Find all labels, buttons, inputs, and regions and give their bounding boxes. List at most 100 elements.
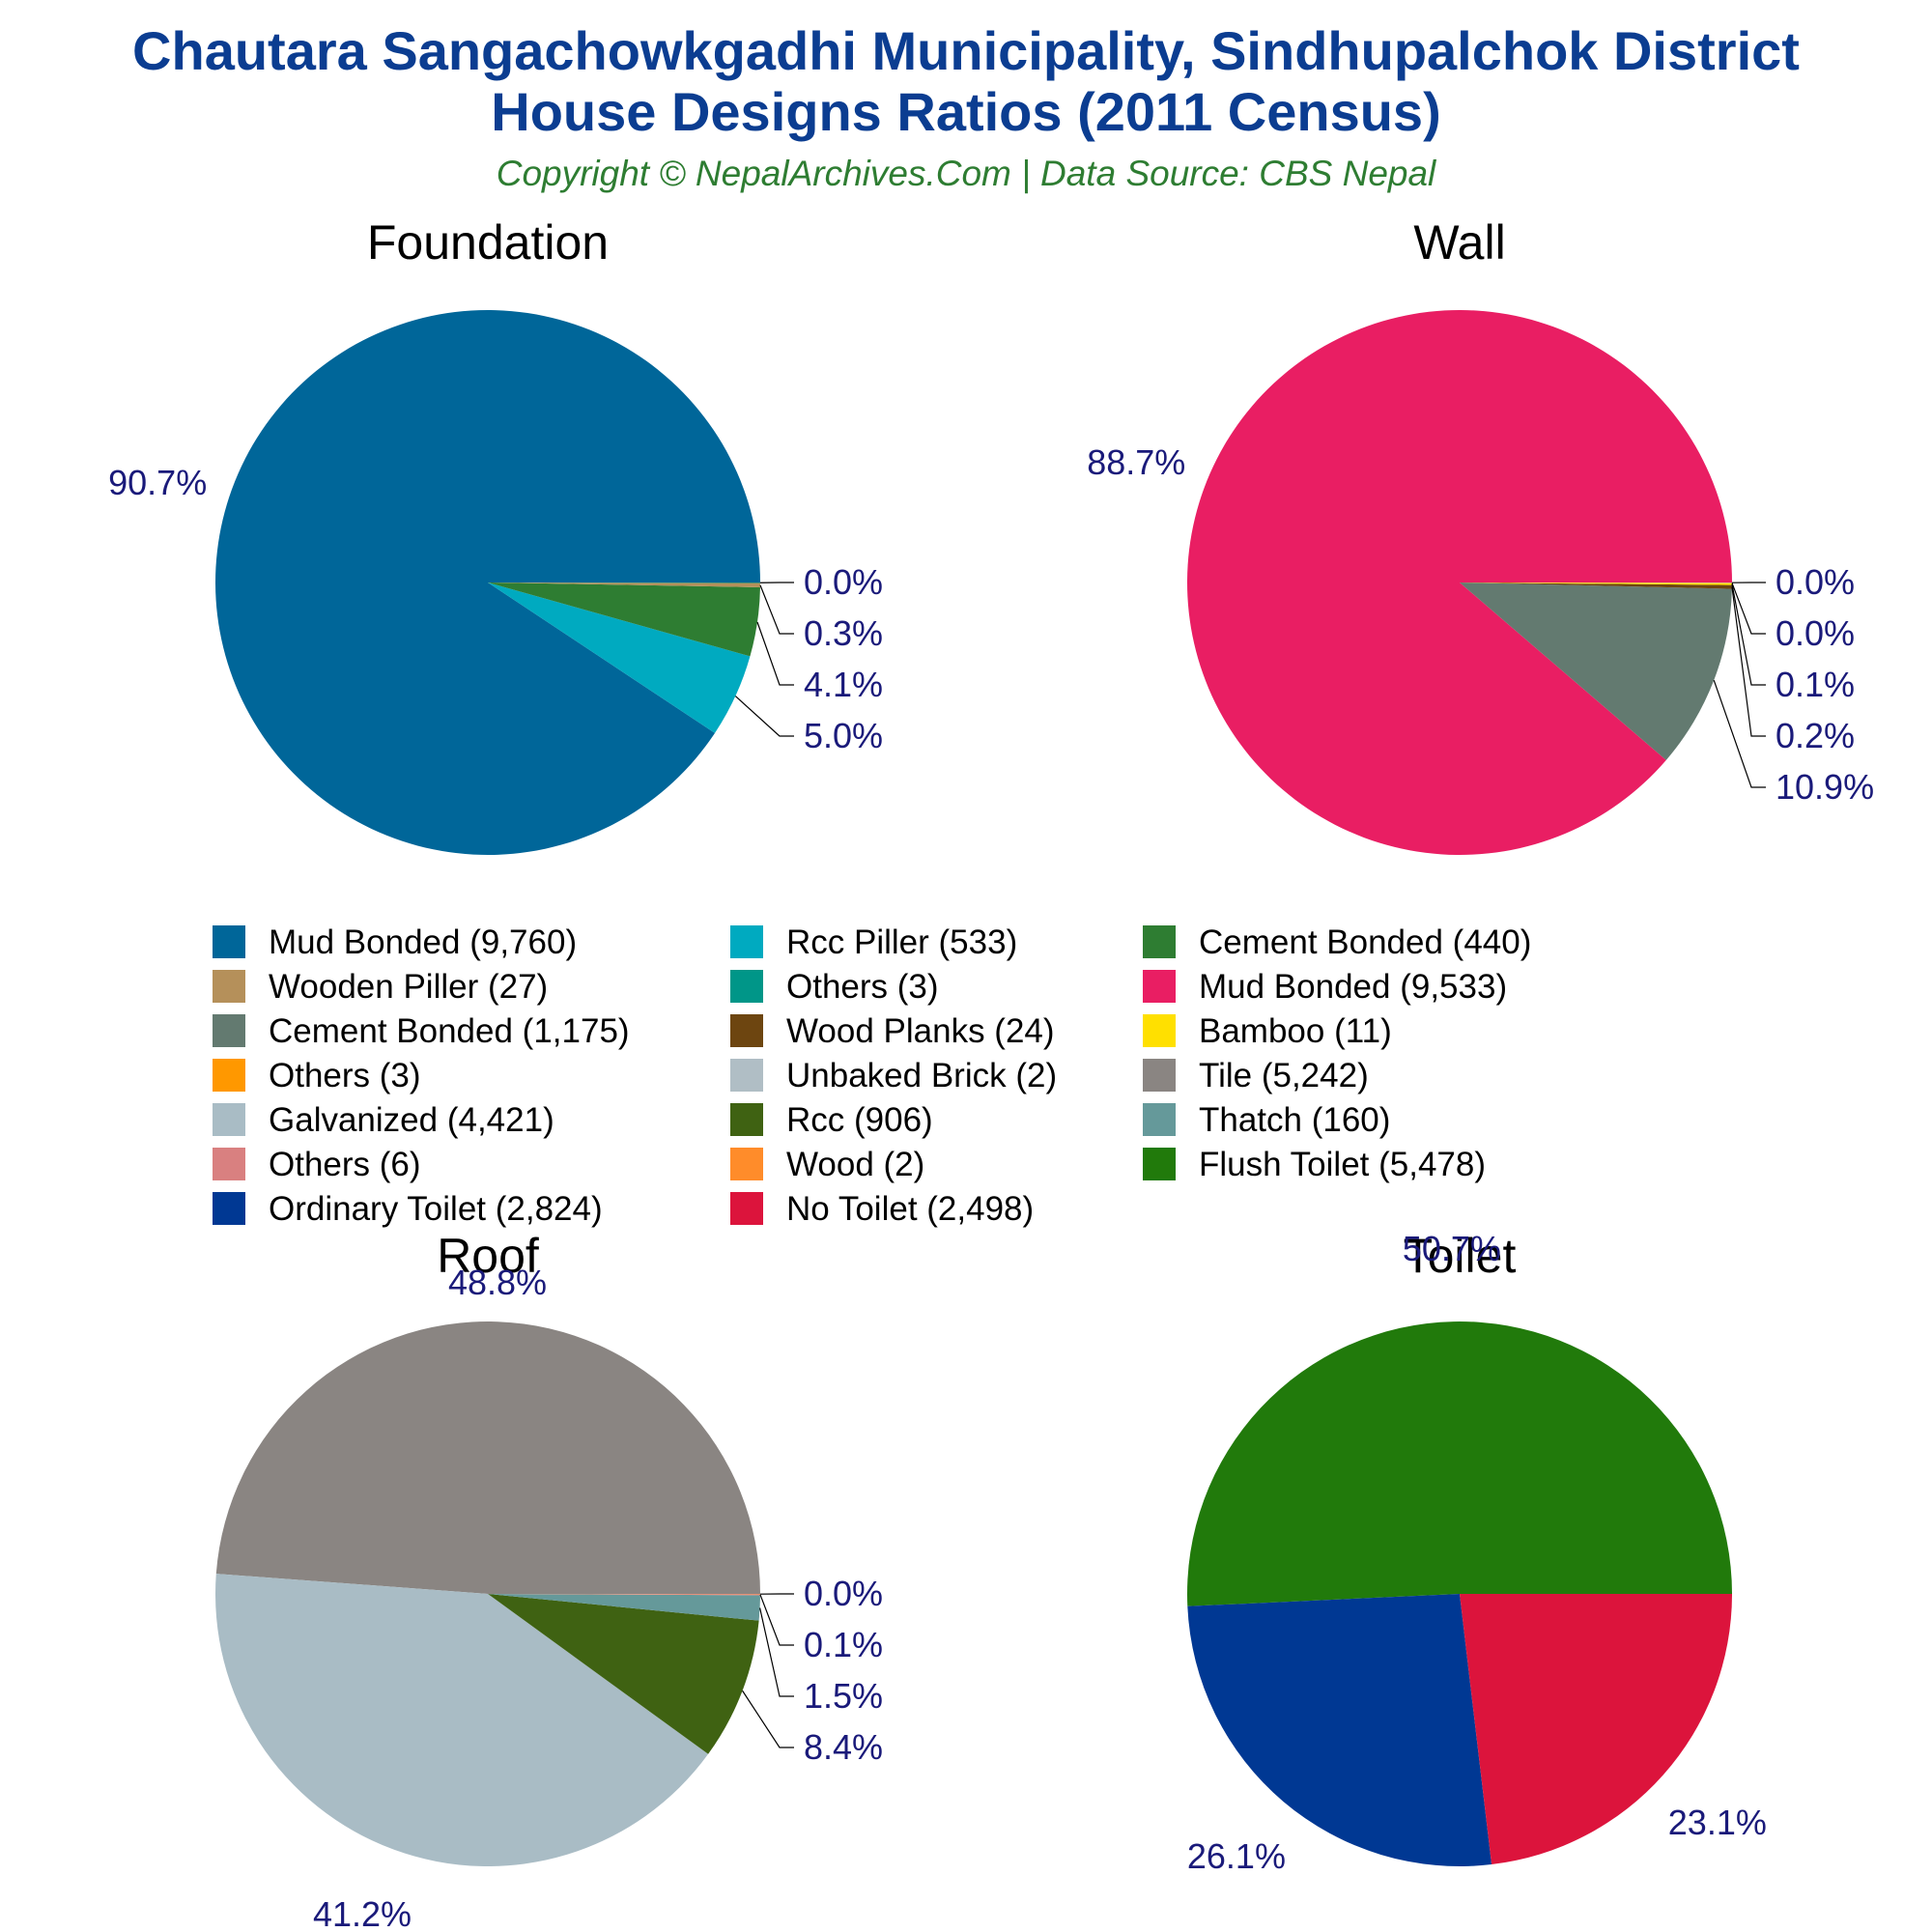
legend-item: Tile (5,242) (1143, 1057, 1369, 1094)
legend-label: Wood Planks (24) (786, 1012, 1055, 1050)
legend-swatch (1143, 1148, 1176, 1180)
pie-pct-label: 0.0% (804, 562, 883, 602)
legend-label: Cement Bonded (440) (1199, 923, 1531, 961)
legend-label: Others (3) (786, 968, 939, 1006)
legend-swatch (213, 925, 245, 958)
pie-pct-label: 5.0% (804, 716, 883, 755)
pie-title: Wall (1413, 215, 1505, 270)
pie-pct-label: 0.0% (804, 1574, 883, 1613)
pie-slice-thatch (488, 1594, 760, 1621)
legend-item: Cement Bonded (440) (1143, 923, 1531, 961)
pie-pct-label: 23.1% (1668, 1803, 1767, 1842)
legend-item: Bamboo (11) (1143, 1012, 1392, 1050)
legend-swatch (213, 970, 245, 1003)
pie-pct-label: 48.8% (448, 1263, 547, 1302)
legend-item: Galvanized (4,421) (213, 1101, 554, 1139)
pie-pct-label: 0.0% (1776, 613, 1855, 653)
pie-pct-label: 10.9% (1776, 767, 1874, 807)
legend-item: Mud Bonded (9,760) (213, 923, 577, 961)
pie-slice-rcc (488, 1594, 759, 1754)
pie-pct-label: 41.2% (313, 1894, 412, 1932)
pie-slice-flush-toilet (1187, 1321, 1732, 1606)
legend-swatch (1143, 970, 1176, 1003)
legend-swatch (1143, 1059, 1176, 1092)
legend-label: Tile (5,242) (1199, 1057, 1369, 1094)
pie-slice-no-toilet (1460, 1594, 1732, 1865)
pie-slice-ordinary-toilet (1187, 1594, 1492, 1867)
legend-swatch (213, 1103, 245, 1136)
legend-item: Unbaked Brick (2) (730, 1057, 1057, 1094)
pie-pct-label: 1.5% (804, 1676, 883, 1716)
legend-item: Wood Planks (24) (730, 1012, 1055, 1050)
legend-item: Wooden Piller (27) (213, 968, 548, 1006)
legend-item: Rcc (906) (730, 1101, 933, 1139)
legend-item: Others (3) (730, 968, 939, 1006)
legend: Mud Bonded (9,760) Wooden Piller (27) Ceme… (213, 923, 1531, 1228)
legend-swatch (213, 1059, 245, 1092)
pie-slice-others (1460, 582, 1732, 583)
legend-label: Rcc Piller (533) (786, 923, 1017, 961)
legend-label: Wood (2) (786, 1146, 924, 1183)
legend-swatch (730, 1059, 763, 1092)
legend-item: Flush Toilet (5,478) (1143, 1146, 1486, 1183)
legend-swatch (730, 970, 763, 1003)
legend-label: Unbaked Brick (2) (786, 1057, 1057, 1094)
pie-slice-rcc-piller (488, 582, 751, 733)
legend-swatch (1143, 1103, 1176, 1136)
pie-pct-label: 88.7% (1087, 442, 1185, 482)
pie-slice-wood-planks (1460, 582, 1732, 589)
pie-pct-label: 0.1% (804, 1625, 883, 1664)
pie-pct-label: 0.0% (1776, 562, 1855, 602)
legend-item: Wood (2) (730, 1146, 924, 1183)
pie-pct-label: 8.4% (804, 1727, 883, 1767)
pie-slice-wooden-piller (488, 582, 760, 587)
pie-pct-label: 0.3% (804, 613, 883, 653)
chart-subtitle: Copyright © NepalArchives.Com | Data Sou… (497, 154, 1437, 193)
legend-label: Mud Bonded (9,760) (269, 923, 577, 961)
pie-slice-cement-bonded (1460, 582, 1732, 760)
pie-panel-wall: Wall 88.7% 0.0% 0.0% 0.1% 0.2% 10.9% (1087, 215, 1874, 855)
leader-line (1713, 679, 1766, 788)
legend-item: Ordinary Toilet (2,824) (213, 1190, 603, 1228)
pie-slice-cement-bonded (488, 582, 760, 657)
pie-slice-mud-bonded (215, 310, 761, 856)
legend-swatch (213, 1148, 245, 1180)
pie-pct-label: 26.1% (1187, 1836, 1286, 1876)
pie-slice-tile (215, 1321, 760, 1594)
leader-line (759, 1607, 794, 1697)
pie-slice-bamboo (1460, 582, 1732, 585)
legend-label: Ordinary Toilet (2,824) (269, 1190, 603, 1228)
legend-swatch (1143, 925, 1176, 958)
legend-label: Flush Toilet (5,478) (1199, 1146, 1486, 1183)
pie-panels: Foundation 90.7% 0.0% 0.3% 4.1% 5.0% Wall 88.7%… (108, 215, 1874, 1932)
legend-item: Thatch (160) (1143, 1101, 1390, 1139)
leader-line (1731, 586, 1766, 737)
leader-line (1731, 583, 1766, 686)
legend-swatch (730, 1148, 763, 1180)
legend-label: Thatch (160) (1199, 1101, 1390, 1139)
legend-swatch (730, 1014, 763, 1047)
legend-label: Bamboo (11) (1199, 1012, 1392, 1050)
legend-label: Wooden Piller (27) (269, 968, 548, 1006)
chart-title-line2: House Designs Ratios (2011 Census) (491, 81, 1440, 142)
legend-item: No Toilet (2,498) (730, 1190, 1034, 1228)
pie-title: Roof (437, 1229, 539, 1283)
legend-label: Galvanized (4,421) (269, 1101, 554, 1139)
leader-line (759, 584, 794, 635)
leader-line (742, 1690, 794, 1748)
legend-label: Rcc (906) (786, 1101, 933, 1139)
leader-line (756, 621, 794, 686)
legend-swatch (730, 925, 763, 958)
legend-swatch (1143, 1014, 1176, 1047)
pie-panel-foundation: Foundation 90.7% 0.0% 0.3% 4.1% 5.0% (108, 215, 883, 856)
pie-title: Foundation (367, 215, 609, 270)
pie-slice-galvanized (215, 1574, 709, 1866)
legend-label: Others (6) (269, 1146, 421, 1183)
legend-label: Mud Bonded (9,533) (1199, 968, 1507, 1006)
legend-item: Others (3) (213, 1057, 421, 1094)
pie-pct-label: 4.1% (804, 665, 883, 704)
leader-line (1731, 582, 1766, 635)
